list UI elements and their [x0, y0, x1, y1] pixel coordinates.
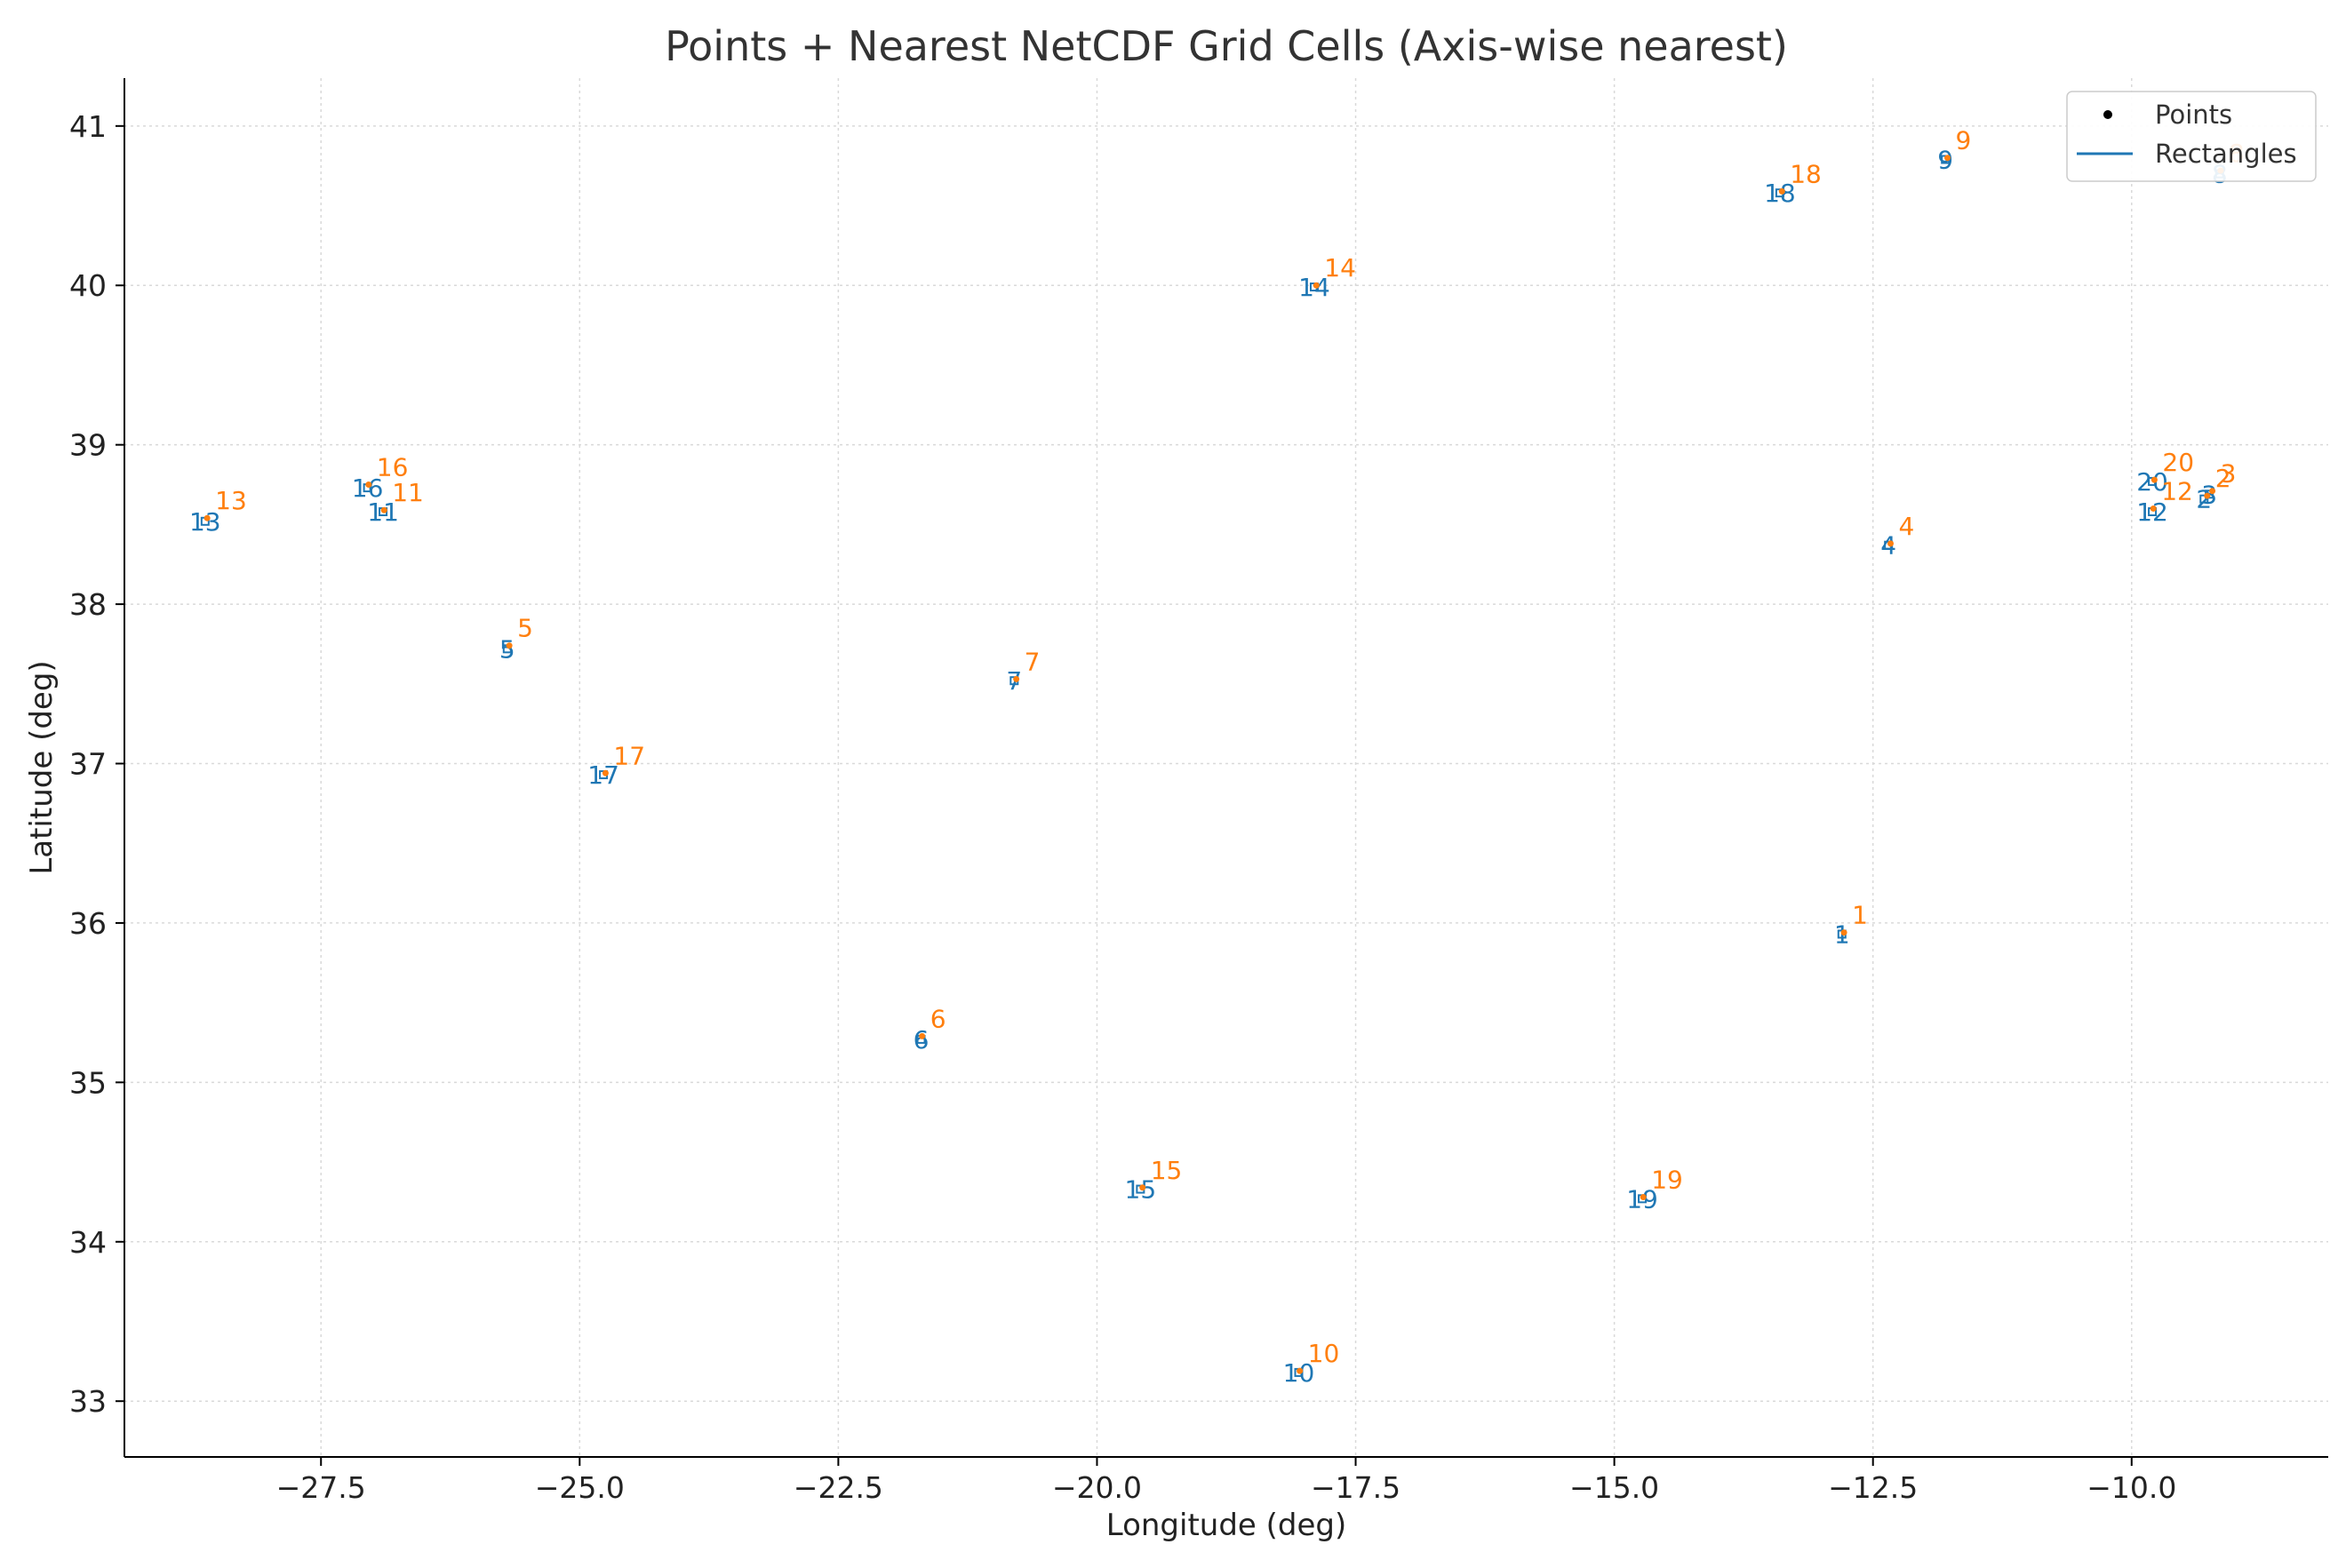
point-label: 11 — [392, 478, 424, 507]
point-label: 5 — [517, 614, 533, 643]
data-point — [2209, 488, 2216, 495]
grid-cell-label: 6 — [914, 1025, 930, 1055]
x-tick-label: −22.5 — [794, 1470, 883, 1505]
grid-cell-label: 2 — [2196, 485, 2212, 514]
point-label: 16 — [377, 453, 409, 482]
data-point — [1139, 1184, 1146, 1191]
legend-rectangles-label: Rectangles — [2155, 139, 2297, 169]
data-point — [1840, 929, 1847, 936]
x-tick-label: −25.0 — [535, 1470, 625, 1505]
data-point — [1640, 1194, 1647, 1201]
chart-title: Points + Nearest NetCDF Grid Cells (Axis… — [665, 22, 1788, 70]
point-label: 20 — [2162, 448, 2194, 477]
y-tick-label: 40 — [69, 268, 107, 303]
plot-axes — [124, 78, 2328, 1458]
point-label: 3 — [2221, 459, 2237, 489]
point-label: 19 — [1651, 1166, 1683, 1195]
point-label: 14 — [1324, 253, 1356, 283]
point-label: 9 — [1956, 126, 1972, 155]
point-label: 15 — [1151, 1156, 1183, 1185]
legend-box — [2066, 91, 2317, 182]
y-tick-label: 38 — [69, 587, 107, 622]
point-label: 2 — [2215, 464, 2231, 493]
data-point — [1944, 155, 1951, 162]
x-tick-label: −20.0 — [1052, 1470, 1142, 1505]
y-tick-label: 33 — [69, 1384, 107, 1419]
grid-layer — [124, 78, 2328, 1457]
point-label: 17 — [613, 741, 645, 770]
legend-points-marker — [2103, 110, 2112, 119]
x-tick-label: −12.5 — [1828, 1470, 1918, 1505]
tick-layer: −27.5 −25.0 −22.5 −20.0 −17.5 −15.0 −12.5 −10.0… — [69, 109, 2176, 1505]
y-tick-label: 39 — [69, 428, 107, 463]
data-point — [2150, 476, 2158, 483]
data-point — [919, 1032, 926, 1039]
point-label: 6 — [930, 1004, 946, 1033]
x-tick-label: −27.5 — [276, 1470, 366, 1505]
data-point — [380, 506, 387, 513]
data-point — [2204, 492, 2211, 499]
data-point — [1013, 675, 1020, 682]
grid-cell-label: 12 — [2136, 497, 2168, 527]
grid-cell-rect — [2199, 494, 2209, 504]
data-point — [1297, 1367, 1304, 1374]
point-label: 18 — [1790, 159, 1822, 188]
y-axis-label: Latitude (deg) — [24, 660, 60, 874]
point-label: 1 — [1852, 901, 1868, 930]
data-point — [506, 642, 513, 649]
x-tick-label: −17.5 — [1311, 1470, 1400, 1505]
legend: Points Rectangles — [2066, 91, 2317, 182]
y-tick-label: 35 — [69, 1065, 107, 1100]
point-label: 7 — [1025, 647, 1041, 676]
data-point — [2150, 505, 2157, 512]
data-point — [602, 769, 609, 776]
data-point — [365, 482, 372, 489]
data-point — [203, 514, 211, 521]
data-point — [1887, 540, 1894, 547]
y-tick-label: 41 — [69, 109, 107, 144]
y-tick-label: 34 — [69, 1225, 107, 1260]
x-axis-label: Longitude (deg) — [1106, 1508, 1347, 1543]
point-label: 4 — [1898, 512, 1914, 541]
legend-points-label: Points — [2155, 99, 2232, 130]
grid-cell-label: 5 — [499, 634, 515, 664]
data-point — [1778, 187, 1785, 195]
point-label: 13 — [215, 486, 247, 515]
point-label: 10 — [1308, 1339, 1340, 1368]
y-tick-label: 36 — [69, 906, 107, 941]
y-tick-label: 37 — [69, 747, 107, 782]
grid-cell-label: 13 — [189, 507, 221, 537]
x-tick-label: −10.0 — [2087, 1470, 2176, 1505]
data-point — [1313, 282, 1320, 289]
point-label: 12 — [2161, 476, 2193, 505]
grid-cell-label: 16 — [352, 474, 384, 503]
x-tick-label: −15.0 — [1569, 1470, 1659, 1505]
